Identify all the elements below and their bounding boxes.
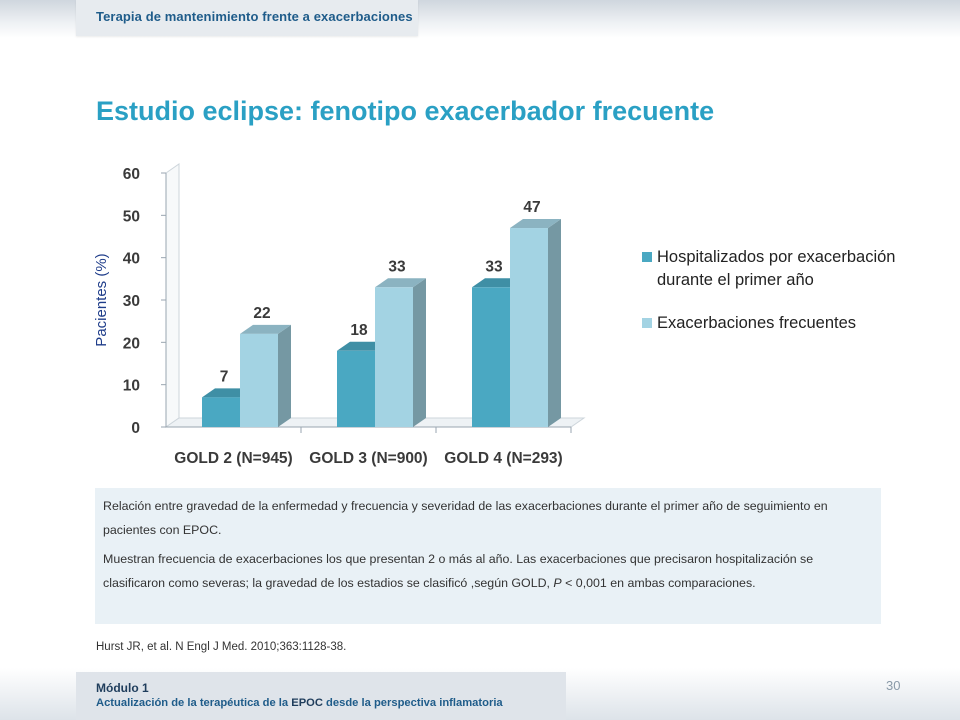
y-tick-label-6: 60 — [123, 166, 140, 183]
bar-s1-c1 — [375, 287, 413, 427]
bar-s1-c0-top — [240, 324, 291, 334]
legend-swatch-hospitalized — [642, 252, 652, 262]
info-paragraph-2-end: < 0,001 en ambas comparaciones. — [561, 576, 756, 590]
slide-title: Estudio eclipse: fenotipo exacerbador fr… — [96, 96, 715, 126]
bar-s1-c1-side — [413, 278, 426, 427]
x-tick-label-1: GOLD 3 (N=900) — [309, 450, 427, 467]
bar-s1-c0-label: 22 — [253, 305, 270, 322]
section-tab — [76, 0, 418, 36]
y-tick-label-3: 30 — [123, 293, 140, 310]
x-tick-label-0: GOLD 2 (N=945) — [174, 450, 292, 467]
y-tick-label-1: 10 — [123, 378, 140, 395]
bar-s1-c2-label: 47 — [523, 199, 540, 216]
y-tick-label-0: 0 — [131, 420, 140, 437]
bar-s0-c1 — [337, 350, 375, 427]
bar-s0-c0 — [202, 397, 240, 427]
bar-s1-c0 — [240, 333, 278, 427]
bar-s1-c2-side — [548, 219, 561, 427]
bar-s1-c2-top — [510, 219, 561, 229]
bar-s0-c2-label: 33 — [485, 258, 503, 275]
chart-legend: Hospitalizados por exacerbación durante … — [642, 246, 895, 335]
bar-s1-c1-top — [375, 278, 426, 288]
legend-label-hospitalized-line2: durante el primer año — [657, 271, 814, 289]
chart-side-wall — [165, 163, 180, 428]
bar-chart: 0 10 20 30 40 50 60 Pacientes (%) GOLD 2 (N=945)… — [93, 163, 586, 467]
info-paragraph-1: Relación entre gravedad de la enfermedad… — [103, 499, 828, 537]
section-tab-label: Terapia de mantenimiento frente a exacer… — [96, 9, 413, 24]
bar-s1-c0-side — [278, 324, 291, 427]
module-label: Módulo 1 — [96, 681, 149, 695]
citation: Hurst JR, et al. N Engl J Med. 2010;363:… — [96, 641, 347, 653]
legend-label-hospitalized-line1: Hospitalizados por exacerbación — [657, 248, 896, 266]
y-tick-label-5: 50 — [123, 208, 140, 225]
legend-swatch-frequent — [642, 318, 652, 328]
x-tick-label-2: GOLD 4 (N=293) — [444, 450, 562, 467]
info-paragraph-2-start: Muestran frecuencia de exacerbaciones lo… — [103, 552, 814, 590]
y-axis-title: Pacientes (%) — [93, 253, 110, 346]
legend-item-frequent: Exacerbaciones frecuentes — [642, 312, 895, 335]
info-paragraph-2: Muestran frecuencia de exacerbaciones lo… — [103, 547, 875, 595]
bar-s1-c2 — [510, 228, 548, 427]
module-subtitle-epoc: EPOC — [291, 697, 323, 709]
p-value-symbol: P — [553, 576, 562, 590]
page-number: 30 — [886, 678, 901, 693]
legend-item-hospitalized: Hospitalizados por exacerbación durante … — [642, 246, 895, 292]
bar-s0-c2 — [472, 287, 510, 427]
y-tick-label-4: 40 — [123, 251, 140, 268]
footer-tab — [76, 672, 566, 720]
module-subtitle-part2: desde la perspectiva inflamatoria — [322, 697, 503, 709]
legend-label-frequent: Exacerbaciones frecuentes — [657, 314, 857, 332]
y-tick-label-2: 20 — [123, 335, 140, 352]
bar-s0-c0-label: 7 — [220, 368, 229, 385]
bar-s0-c1-label: 18 — [350, 322, 368, 339]
module-subtitle: Actualización de la terapéutica de la EP… — [96, 697, 503, 709]
info-box: Relación entre gravedad de la enfermedad… — [95, 488, 881, 624]
module-subtitle-part1: Actualización de la terapéutica de la — [96, 697, 292, 709]
bar-s1-c1-label: 33 — [388, 258, 406, 275]
